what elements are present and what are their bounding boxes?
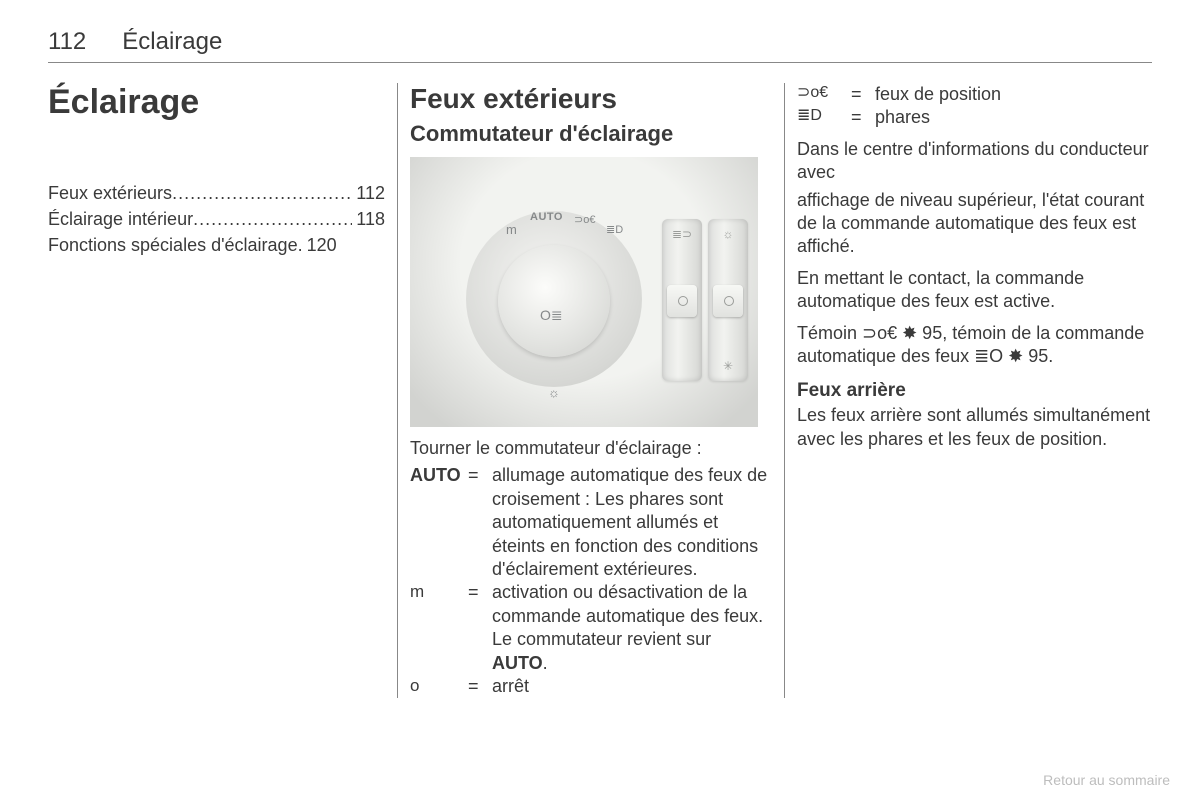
fog-light-icon: O≣	[540, 307, 563, 324]
heading-2: Commutateur d'éclairage	[410, 121, 772, 147]
page-header: 112 Éclairage	[48, 28, 1152, 63]
brightness-icon: ☼	[548, 385, 560, 400]
toc-page: 118	[352, 206, 385, 232]
heading-3: Feux arrière	[797, 380, 1152, 402]
position-light-icon: ⊃o€	[797, 83, 851, 106]
def-description: feux de position	[875, 83, 1152, 106]
toc-item[interactable]: Feux extérieurs 112	[48, 180, 385, 206]
toc-item[interactable]: Éclairage intérieur 118	[48, 206, 385, 232]
definition-row: ⊃o€ = feux de position	[797, 83, 1152, 106]
def-description: phares	[875, 106, 1152, 129]
def-equals: =	[468, 675, 492, 698]
def-equals: =	[851, 83, 875, 106]
toc-leader	[172, 180, 352, 206]
def-description: allumage automatique des feux de croisem…	[492, 464, 772, 581]
chapter-title: Éclairage	[48, 83, 385, 122]
definition-row: ≣D = phares	[797, 106, 1152, 129]
auto-label: AUTO	[530, 211, 563, 223]
toc-label: Éclairage intérieur	[48, 206, 193, 232]
headlamp-level-icon: ≣⊃	[672, 227, 692, 241]
slider-left: ≣⊃	[662, 219, 702, 381]
light-switch-figure: O≣ m AUTO ⊃o€ ≣D ☼ ≣⊃ ☼ ✳	[410, 157, 758, 427]
toc-label: Fonctions spéciales d'éclairage	[48, 232, 298, 258]
back-to-toc-link[interactable]: Retour au sommaire	[1043, 772, 1170, 788]
heading-1: Feux extérieurs	[410, 83, 772, 115]
dimmer-bright-icon: ☼	[723, 227, 734, 241]
def-equals: =	[468, 581, 492, 675]
page-number: 112	[48, 28, 86, 56]
slider-thumb	[667, 285, 697, 317]
figure-caption: Tourner le commutateur d'éclairage :	[410, 437, 772, 460]
definition-list: AUTO = allumage automatique des feux de …	[410, 464, 772, 698]
off-icon: m	[506, 222, 517, 237]
def-description: activation ou désactivation de la comman…	[492, 581, 772, 675]
column-main: Feux extérieurs Commutateur d'éclairage …	[398, 83, 785, 698]
dimmer-dim-icon: ✳	[723, 359, 733, 373]
def-symbol: o	[410, 675, 468, 698]
def-equals: =	[851, 106, 875, 129]
def-symbol: AUTO	[410, 464, 468, 581]
headlamp-icon: ≣D	[797, 106, 851, 129]
def-equals: =	[468, 464, 492, 581]
toc-leader	[193, 206, 352, 232]
paragraph: En mettant le contact, la commande autom…	[797, 267, 1152, 314]
definition-row: m = activation ou désactivation de la co…	[410, 581, 772, 675]
definition-list: ⊃o€ = feux de position ≣D = phares	[797, 83, 1152, 130]
paragraph: Témoin ⊃o€ ✸ 95, témoin de la com­mande …	[797, 322, 1152, 369]
definition-row: o = arrêt	[410, 675, 772, 698]
slider-right: ☼ ✳	[708, 219, 748, 381]
slider-thumb	[713, 285, 743, 317]
toc-item[interactable]: Fonctions spéciales d'éclairage . 120	[48, 232, 385, 258]
header-section-title: Éclairage	[122, 28, 222, 56]
position-light-icon: ⊃o€	[574, 213, 595, 226]
paragraph: affichage de niveau supérieur, l'état co…	[797, 189, 1152, 259]
column-right: ⊃o€ = feux de position ≣D = phares Dans …	[785, 83, 1152, 698]
headlamp-icon: ≣D	[606, 223, 623, 236]
def-symbol: m	[410, 581, 468, 675]
def-description: arrêt	[492, 675, 772, 698]
paragraph: Dans le centre d'informations du con­duc…	[797, 138, 1152, 185]
toc-page: 112	[352, 180, 385, 206]
toc-page: 120	[303, 232, 337, 258]
definition-row: AUTO = allumage automatique des feux de …	[410, 464, 772, 581]
column-toc: Éclairage Feux extérieurs 112 Éclairage …	[48, 83, 398, 698]
paragraph: Les feux arrière sont allumés simul­tané…	[797, 404, 1152, 451]
dial-knob	[498, 245, 610, 357]
toc-label: Feux extérieurs	[48, 180, 172, 206]
